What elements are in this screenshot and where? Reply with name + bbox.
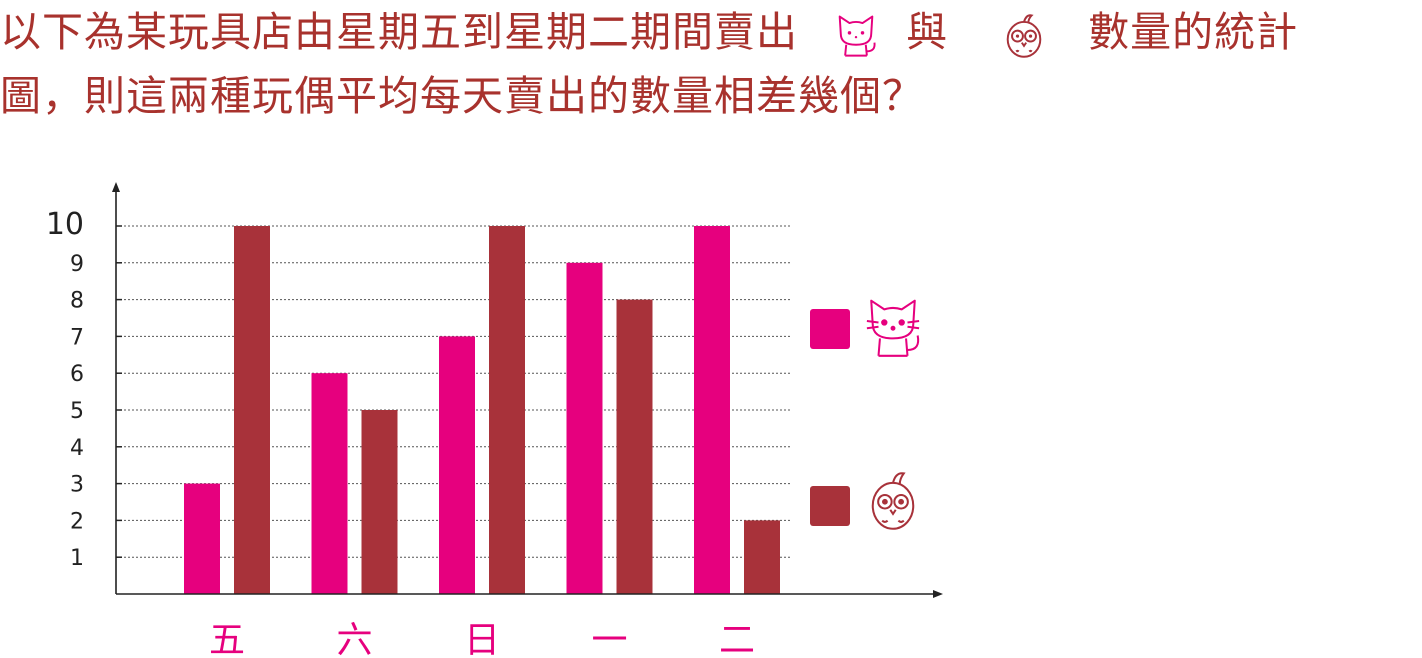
x-axis-arrow [933,590,943,598]
legend-swatch-series-2 [810,486,850,526]
y-tick-label: 10 [46,207,84,242]
x-category-label: 六 [336,620,372,658]
bar-series-2-4 [744,520,780,594]
bar-series-1-1 [311,373,348,594]
bar-series-1-2 [439,336,475,594]
y-tick-label: 4 [70,436,84,461]
bars [184,226,780,594]
y-tick-label: 5 [70,399,84,424]
legend [810,299,920,530]
legend-swatch-series-1 [810,309,850,349]
x-category-label: 二 [719,620,755,658]
x-category-label: 日 [464,620,500,658]
axes [112,182,943,598]
question-text-part-1: 以下為某玩具店由星期五到星期二期間賣出 [0,8,798,56]
question-text-part-3: 數量的統計 [1088,8,1299,56]
y-tick-label: 2 [70,509,84,534]
bar-series-1-4 [694,226,730,594]
y-tick-label: 6 [70,362,84,387]
y-tick-label: 7 [70,325,84,350]
y-tick-label: 3 [70,473,84,498]
bar-series-1-3 [566,262,603,594]
question-text-line-2: 圖，則這兩種玩偶平均每天賣出的數量相差幾個？ [0,72,924,120]
legend-cat-icon [866,299,920,357]
axis-labels: 1 2 3 4 5 6 7 8 9 10 五 六 日 一 二 [46,207,755,658]
y-tick-label: 1 [70,546,84,571]
bar-series-2-3 [616,299,653,594]
bar-series-2-0 [234,226,270,594]
question-line-2: 圖，則這兩種玩偶平均每天賣出的數量相差幾個？ [0,64,1422,128]
owl-icon [1006,14,1042,58]
bar-series-1-0 [184,483,220,594]
x-category-label: 五 [209,620,245,658]
x-category-label: 一 [591,620,627,658]
y-axis-arrow [112,182,120,192]
question-line-1: 以下為某玩具店由星期五到星期二期間賣出 與 數量的統計 [0,0,1422,64]
question-text: 以下為某玩具店由星期五到星期二期間賣出 與 數量的統計 [0,0,1422,128]
cat-icon [838,15,876,57]
question-text-part-2: 與 [906,8,949,56]
bar-series-2-1 [361,410,398,594]
legend-owl-icon [871,472,915,530]
bar-series-2-2 [489,226,525,594]
y-tick-label: 8 [70,289,84,314]
y-tick-label: 9 [70,252,84,277]
